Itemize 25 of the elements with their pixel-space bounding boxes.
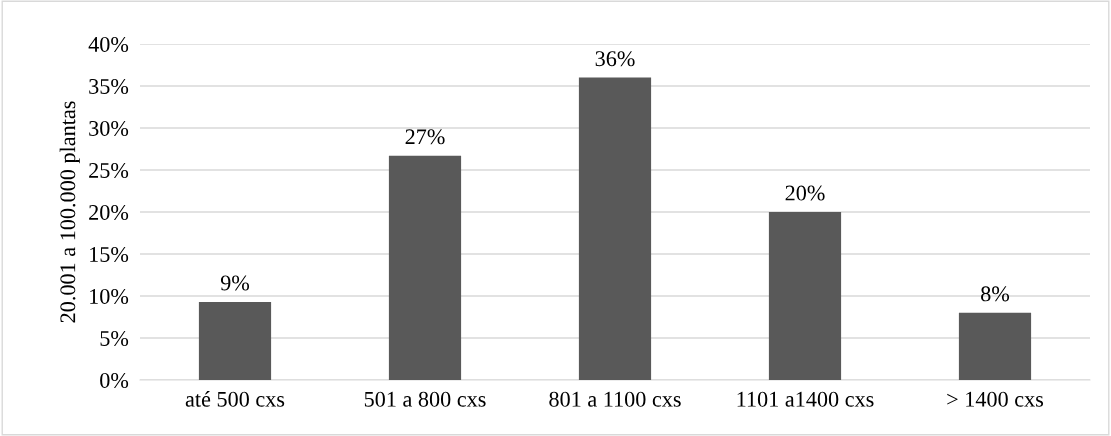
bar bbox=[198, 301, 272, 380]
x-tick-label: 1101 a1400 cxs bbox=[737, 391, 874, 407]
bar bbox=[578, 77, 652, 380]
x-tick-label: 501 a 800 cxs bbox=[364, 391, 486, 407]
y-axis-title: 20.001 a 100.000 plantas bbox=[59, 101, 80, 323]
bar bbox=[768, 212, 842, 380]
y-tick-label: 30% bbox=[89, 120, 129, 136]
x-tick-label: até 500 cxs bbox=[185, 391, 285, 407]
y-tick-label: 20% bbox=[89, 204, 129, 220]
y-tick-label: 15% bbox=[90, 246, 129, 262]
data-label: 20% bbox=[785, 185, 825, 201]
y-tick-label: 10% bbox=[90, 288, 129, 304]
bar bbox=[388, 155, 462, 380]
bar bbox=[958, 312, 1032, 380]
y-tick-label: 25% bbox=[89, 162, 129, 178]
y-tick-label: 40% bbox=[88, 36, 129, 52]
x-tick-label: 801 a 1100 cxs bbox=[549, 391, 681, 407]
data-label: 8% bbox=[981, 286, 1010, 302]
data-label: 36% bbox=[595, 51, 635, 67]
y-tick-label: 5% bbox=[100, 330, 129, 346]
x-tick-label: > 1400 cxs bbox=[947, 391, 1044, 407]
data-label: 9% bbox=[220, 275, 250, 291]
y-tick-label: 0% bbox=[100, 372, 129, 388]
y-tick-label: 35% bbox=[89, 78, 129, 94]
data-label: 27% bbox=[405, 129, 445, 145]
